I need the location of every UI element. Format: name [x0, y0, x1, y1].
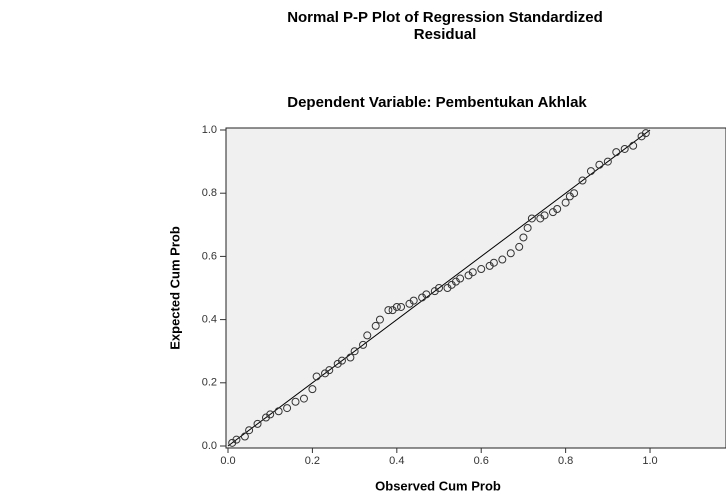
y-tick-label: 1.0	[202, 124, 217, 136]
chart-title: Residual	[414, 26, 477, 43]
chart: Normal P-P Plot of Regression Standardiz…	[0, 0, 726, 497]
chart-subtitle: Dependent Variable: Pembentukan Akhlak	[287, 94, 587, 111]
x-tick-label: 0.0	[220, 455, 235, 467]
x-tick-label: 0.6	[474, 455, 489, 467]
x-tick-label: 0.4	[389, 455, 404, 467]
y-tick-label: 0.8	[202, 187, 217, 199]
y-tick-label: 0.2	[202, 377, 217, 389]
y-tick-label: 0.4	[202, 314, 217, 326]
x-axis-label: Observed Cum Prob	[375, 478, 501, 493]
y-axis-label: Expected Cum Prob	[167, 226, 182, 350]
x-tick-label: 0.8	[558, 455, 573, 467]
y-tick-label: 0.6	[202, 250, 217, 262]
chart-title: Normal P-P Plot of Regression Standardiz…	[287, 9, 603, 26]
x-tick-label: 0.2	[305, 455, 320, 467]
x-tick-label: 1.0	[642, 455, 657, 467]
y-tick-label: 0.0	[202, 440, 217, 452]
